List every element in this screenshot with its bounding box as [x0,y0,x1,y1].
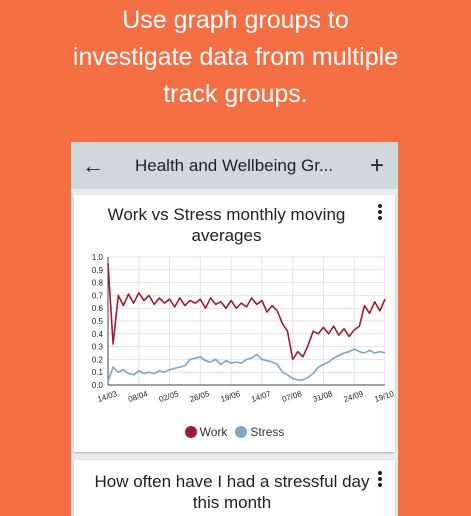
headline-line-2: investigate data from multiple [72,43,399,71]
graph-title-line-2: averages [191,226,262,245]
x-tick-label: 02/05 [158,389,180,404]
headline-line-3: track groups. [163,80,308,108]
arrow-left-icon: ← [82,152,104,178]
y-tick-label: 0.6 [92,304,104,313]
x-tick-label: 14/03 [96,389,118,404]
x-tick-label: 26/05 [189,389,211,404]
y-tick-label: 0.9 [92,266,104,275]
graph-title-line-1: Work vs Stress monthly moving [107,205,346,224]
legend-label-work: Work [199,425,228,439]
y-tick-label: 0.0 [92,381,104,390]
app-bar: ← Health and Wellbeing Gr... + [71,142,398,189]
x-tick-label: 19/06 [219,389,241,404]
phone-screen: ← Health and Wellbeing Gr... + Work vs S… [71,142,398,516]
promo-headline: Use graph groups to investigate data fro… [0,2,471,113]
graph-title-line-1: How often have I had a stressful day [94,472,370,491]
x-tick-label: 08/04 [127,389,149,404]
graph-card-stressful-days[interactable]: How often have I had a stressful day thi… [74,460,395,516]
y-tick-label: 1.0 [92,253,104,262]
add-graph-button[interactable]: + [356,142,398,189]
y-tick-label: 0.5 [92,317,104,326]
legend-item-work: Work [184,425,228,439]
y-tick-label: 0.1 [92,368,104,377]
chart-legend: Work Stress [74,425,395,439]
series-line-work [107,263,386,361]
line-chart: 0.0 0.1 0.2 0.3 0.4 0.5 0.6 0.7 0.8 0.9 1.0 14/03 08… [92,253,395,404]
x-tick-label: 07/08 [281,389,303,404]
x-tick-label: 31/08 [312,389,334,404]
page-title: Health and Wellbeing Gr... [135,155,334,175]
graph-title: Work vs Stress monthly moving averages [84,204,369,246]
y-tick-label: 0.8 [92,279,104,288]
graph-card-work-vs-stress[interactable]: Work vs Stress monthly moving averages 0… [74,195,395,452]
legend-label-stress: Stress [250,425,285,439]
x-tick-label: 24/09 [343,389,365,404]
more-vert-icon[interactable] [377,471,383,487]
legend-swatch-work [184,426,197,438]
plus-icon: + [369,151,384,179]
graph-title: How often have I had a stressful day thi… [82,471,382,513]
x-tick-label: 19/10 [373,389,395,404]
headline-line-1: Use graph groups to [122,6,349,34]
y-tick-label: 0.2 [92,355,104,364]
y-tick-label: 0.3 [92,343,104,352]
y-tick-label: 0.7 [92,291,104,300]
back-button[interactable]: ← [71,142,115,189]
legend-swatch-stress [235,426,248,438]
graph-title-line-2: this month [192,493,272,512]
y-tick-label: 0.4 [92,330,104,339]
series-line-stress [107,348,386,382]
legend-item-stress: Stress [235,425,284,439]
x-tick-label: 14/07 [250,389,272,404]
more-vert-icon[interactable] [377,204,383,220]
